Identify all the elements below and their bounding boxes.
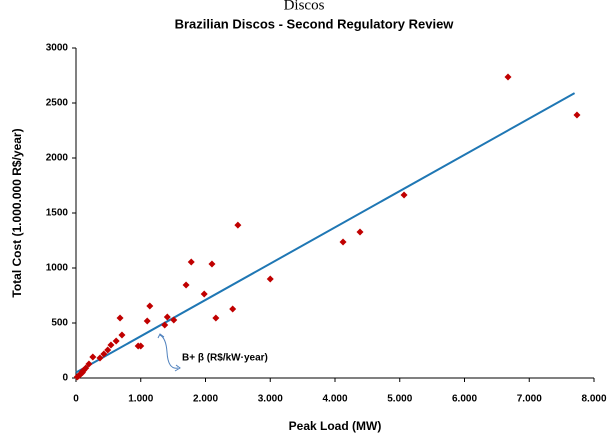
- scatter-point: [170, 316, 178, 324]
- y-tick-label: 3000: [46, 43, 69, 54]
- scatter-point: [107, 341, 115, 349]
- x-tick-label: 7.000: [517, 394, 542, 405]
- y-tick-label: 1000: [46, 263, 69, 274]
- scatter-point: [137, 342, 145, 350]
- scatter-point: [118, 331, 126, 339]
- scatter-point: [104, 346, 112, 354]
- arrow-head: [157, 333, 165, 339]
- scatter-point: [400, 191, 408, 199]
- x-axis-label: Peak Load (MW): [289, 419, 382, 433]
- y-axis-label: Total Cost (1.000.000 R$/year): [10, 128, 24, 297]
- scatter-point: [85, 360, 93, 368]
- scatter-point: [187, 258, 195, 266]
- arrow-head: [174, 364, 181, 372]
- scatter-point: [200, 290, 208, 298]
- x-tick-label: 3.000: [258, 394, 283, 405]
- scatter-point: [143, 317, 151, 325]
- y-tick-label: 0: [62, 373, 68, 384]
- scatter-point: [356, 228, 364, 236]
- annotation: B+ β (R$/kW·year): [182, 353, 268, 364]
- x-tick-label: 8.000: [581, 394, 606, 405]
- scatter-point: [234, 221, 242, 229]
- scatter-point: [182, 281, 190, 289]
- scatter-point: [112, 337, 120, 345]
- scatter-point: [89, 353, 97, 361]
- x-tick-label: 1.000: [128, 394, 153, 405]
- chart-title: Brazilian Discos - Second Regulatory Rev…: [175, 16, 455, 31]
- trend-line: [75, 92, 576, 374]
- scatter-point: [116, 314, 124, 322]
- annotation-arrow: [159, 334, 179, 369]
- scatter-point: [100, 350, 108, 358]
- x-tick-label: 0: [73, 394, 79, 405]
- x-tick-label: 6.000: [452, 394, 477, 405]
- x-tick-label: 5.000: [387, 394, 412, 405]
- scatter-point: [504, 73, 512, 81]
- y-tick-label: 1500: [46, 208, 69, 219]
- y-tick-label: 2500: [46, 98, 69, 109]
- scatter-point: [163, 313, 171, 321]
- x-tick-label: 2.000: [193, 394, 218, 405]
- scatter-point: [96, 354, 104, 362]
- scatter-point: [78, 367, 86, 375]
- y-tick-label: 2000: [46, 153, 69, 164]
- scatter-point: [208, 260, 216, 268]
- scatter-point: [212, 314, 220, 322]
- caption: Discos: [284, 0, 325, 13]
- scatter-point: [161, 321, 169, 329]
- scatter-point: [146, 302, 154, 310]
- scatter-point: [266, 275, 274, 283]
- scatter-point: [573, 111, 581, 119]
- y-tick-label: 500: [51, 318, 68, 329]
- scatter-point: [339, 238, 347, 246]
- scatter-point: [229, 305, 237, 313]
- x-tick-label: 4.000: [322, 394, 347, 405]
